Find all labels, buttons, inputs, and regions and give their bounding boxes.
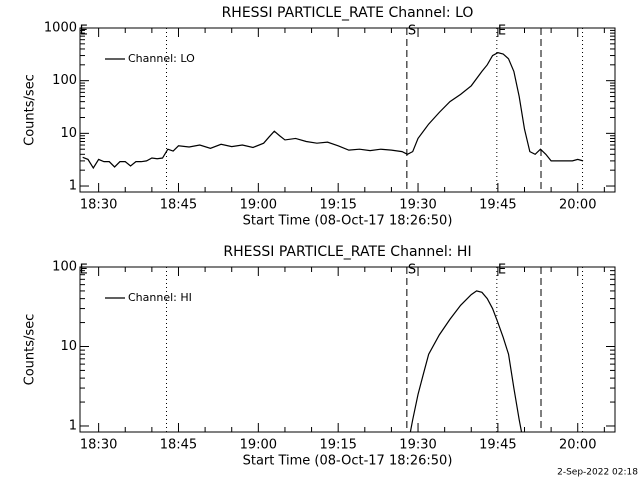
y-axis-label: Counts/sec (23, 74, 38, 146)
legend-label: Channel: HI (128, 291, 192, 304)
x-tick-label: 18:45 (160, 438, 197, 453)
x-tick-label: 19:15 (319, 438, 356, 453)
data-line (409, 290, 523, 432)
event-marker-label: E (498, 24, 506, 39)
chart-title: RHESSI PARTICLE_RATE Channel: HI (223, 244, 471, 260)
x-tick-label: 19:30 (399, 438, 436, 453)
x-tick-label: 19:45 (479, 198, 516, 213)
annotation: E (80, 263, 88, 278)
legend-label: Channel: LO (128, 52, 195, 65)
x-axis-label: Start Time (08-Oct-17 18:26:50) (243, 214, 453, 229)
y-tick-label: 10 (60, 126, 77, 141)
x-tick-label: 20:00 (559, 198, 596, 213)
y-axis-label: Counts/sec (23, 314, 38, 386)
plot-frame (79, 27, 616, 193)
y-tick-label: 10 (60, 339, 77, 354)
annotation: E (80, 24, 88, 39)
y-tick-label: 100 (52, 73, 77, 88)
footer: 2-Sep-2022 02:18 (557, 468, 638, 478)
plot-frame (79, 266, 616, 433)
x-tick-label: 18:30 (80, 438, 117, 453)
x-tick-label: 19:30 (399, 198, 436, 213)
y-tick-label: 1 (69, 418, 77, 433)
event-marker-label: E (498, 263, 506, 278)
chart-title: RHESSI PARTICLE_RATE Channel: LO (222, 5, 474, 21)
x-tick-label: 18:30 (80, 198, 117, 213)
x-tick-label: 19:00 (240, 438, 277, 453)
x-tick-label: 19:45 (479, 438, 516, 453)
x-axis-label: Start Time (08-Oct-17 18:26:50) (243, 454, 453, 469)
x-tick-label: 19:15 (319, 198, 356, 213)
event-marker-label: S (408, 24, 416, 39)
data-line (82, 52, 584, 170)
x-tick-label: 20:00 (559, 438, 596, 453)
y-tick-label: 1000 (44, 21, 77, 36)
y-tick-label: 100 (52, 260, 77, 275)
plot-area (409, 290, 523, 432)
x-tick-label: 18:45 (160, 198, 197, 213)
event-marker-label: S (408, 263, 416, 278)
plot-area (82, 52, 584, 170)
x-tick-label: 19:00 (240, 198, 277, 213)
y-tick-label: 1 (69, 179, 77, 194)
